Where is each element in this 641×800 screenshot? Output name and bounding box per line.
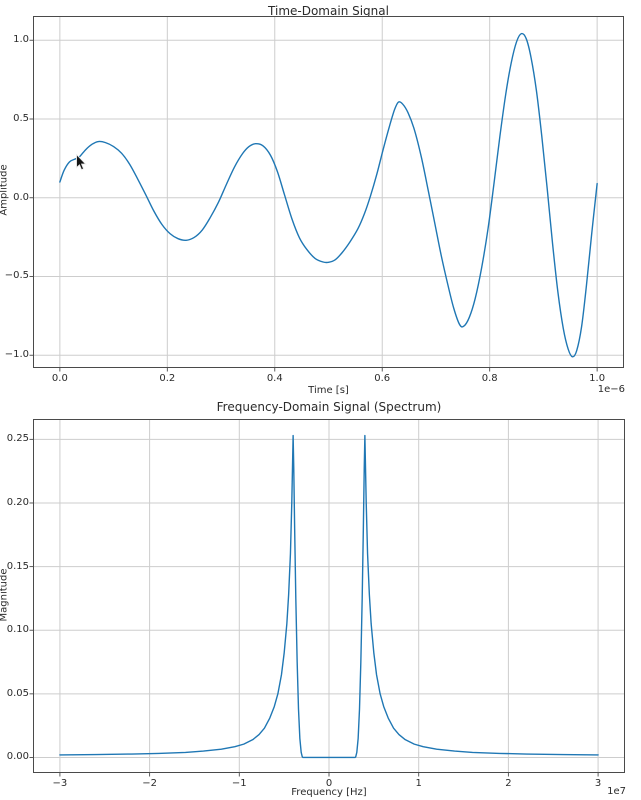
x-tick-label: −2	[142, 778, 157, 789]
series-line	[59, 32, 598, 358]
axes-spines	[33, 419, 625, 773]
x-tick-label: 0.4	[266, 373, 283, 384]
x-tick-label: 1	[415, 778, 422, 789]
time-plot-title: Time-Domain Signal	[268, 4, 389, 18]
x-tick-label: 3	[594, 778, 602, 789]
freq-plot-title: Frequency-Domain Signal (Spectrum)	[216, 400, 442, 414]
axes-spines	[33, 16, 624, 368]
y-tick-label: 0.5	[13, 113, 29, 124]
freq-plot-axes	[29, 419, 625, 777]
y-tick-label: 0.25	[6, 433, 29, 445]
time-plot-xlabel: Time [s]	[308, 385, 349, 396]
y-tick-label: 0.20	[6, 496, 29, 508]
x-tick-label: 0.2	[159, 373, 176, 384]
time-plot-x-offset: 1e−6	[597, 384, 625, 395]
x-tick-label: 0.0	[51, 373, 68, 384]
time-plot-axes	[29, 16, 624, 372]
freq-plot-ylabel: Magnitude	[0, 568, 10, 622]
y-tick-label: 1.0	[13, 34, 29, 46]
y-tick-label: −0.5	[4, 270, 29, 282]
x-tick-label: 1.0	[589, 373, 606, 384]
y-tick-label: 0.05	[6, 687, 29, 699]
x-tick-label: −1	[231, 778, 247, 789]
x-tick-label: 0.8	[481, 373, 498, 384]
freq-plot-x-offset: 1e7	[607, 786, 626, 797]
time-plot-ylabel: Amplitude	[0, 164, 10, 216]
y-tick-label: 0.00	[6, 751, 29, 763]
axes-canvas	[29, 419, 625, 777]
y-tick-label: 0.15	[6, 560, 29, 572]
y-tick-label: 0.10	[6, 624, 29, 636]
y-tick-label: 0.0	[13, 191, 29, 203]
x-tick-label: 0.6	[374, 373, 391, 384]
y-tick-label: −1.0	[4, 349, 29, 361]
x-tick-label: 2	[505, 778, 512, 789]
axes-canvas	[29, 16, 624, 372]
x-tick-label: −3	[52, 778, 68, 789]
freq-plot-xlabel: Frequency [Hz]	[291, 787, 367, 798]
series-line	[59, 434, 599, 759]
x-tick-label: 0	[325, 778, 333, 789]
